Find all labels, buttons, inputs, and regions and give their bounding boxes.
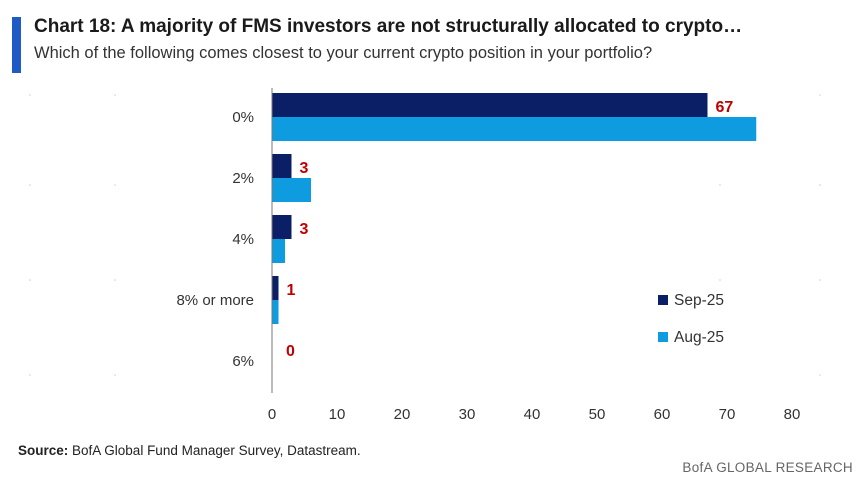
- x-tick-label: 70: [719, 406, 736, 423]
- background-dot: [719, 184, 721, 186]
- title-accent-bar: [12, 17, 21, 73]
- bar-sep-25: [272, 154, 292, 178]
- background-dot: [114, 184, 116, 186]
- bar-aug-25: [272, 300, 279, 324]
- y-tick-label: 8% or more: [176, 292, 254, 309]
- x-tick-label: 30: [459, 406, 476, 423]
- background-dot: [819, 279, 821, 281]
- background-dot: [819, 94, 821, 96]
- chart-title: Chart 18: A majority of FMS investors ar…: [34, 16, 743, 37]
- background-dot: [29, 279, 31, 281]
- data-label-sep-25: 3: [300, 160, 309, 177]
- source-note: Source: BofA Global Fund Manager Survey,…: [18, 443, 361, 458]
- data-label-sep-25: 1: [287, 282, 296, 299]
- y-tick-label: 6%: [232, 353, 254, 370]
- data-label-sep-25: 67: [716, 99, 734, 116]
- data-label-sep-25: 0: [286, 343, 295, 360]
- x-tick-label: 40: [524, 406, 541, 423]
- x-tick-label: 20: [394, 406, 411, 423]
- background-dot: [29, 94, 31, 96]
- legend-swatch-sep-25: [658, 295, 668, 305]
- background-dot: [114, 94, 116, 96]
- x-tick-label: 60: [654, 406, 671, 423]
- background-dot: [819, 374, 821, 376]
- source-label: Source:: [18, 443, 69, 458]
- bar-sep-25: [272, 93, 708, 117]
- x-tick-label: 0: [268, 406, 276, 423]
- background-dot: [114, 374, 116, 376]
- bar-sep-25: [272, 276, 279, 300]
- bar-aug-25: [272, 178, 311, 202]
- legend-swatch-aug-25: [658, 332, 668, 342]
- brand-label: BofA GLOBAL RESEARCH: [682, 460, 853, 475]
- background-dot: [819, 184, 821, 186]
- background-dot: [29, 184, 31, 186]
- legend-label-aug-25: Aug-25: [674, 329, 724, 346]
- y-tick-label: 4%: [232, 231, 254, 248]
- y-tick-label: 0%: [232, 109, 254, 126]
- background-dot: [719, 279, 721, 281]
- bar-aug-25: [272, 117, 757, 141]
- data-label-sep-25: 3: [300, 221, 309, 238]
- legend-label-sep-25: Sep-25: [674, 292, 724, 309]
- x-tick-label: 50: [589, 406, 606, 423]
- background-dot: [114, 279, 116, 281]
- bar-aug-25: [272, 239, 285, 263]
- bar-sep-25: [272, 215, 292, 239]
- chart-subtitle: Which of the following comes closest to …: [34, 44, 653, 62]
- y-tick-label: 2%: [232, 170, 254, 187]
- x-tick-label: 80: [784, 406, 801, 423]
- x-tick-label: 10: [329, 406, 346, 423]
- background-dot: [29, 374, 31, 376]
- source-text: BofA Global Fund Manager Survey, Datastr…: [68, 443, 361, 458]
